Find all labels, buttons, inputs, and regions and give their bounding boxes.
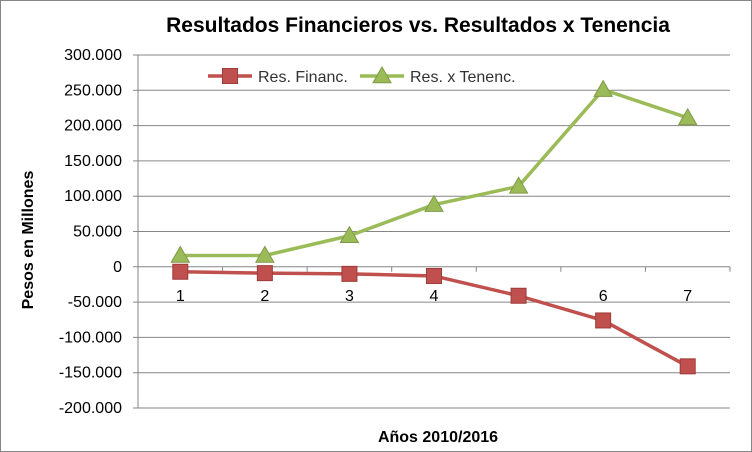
y-tick-label: 250.000 (64, 82, 122, 99)
x-tick-label: 3 (345, 288, 354, 305)
data-point-triangle (254, 245, 275, 263)
data-point-square (426, 267, 442, 284)
x-axis-title: Años 2010/2016 (378, 429, 498, 446)
data-point-triangle (372, 65, 392, 84)
data-point-square (172, 263, 189, 280)
y-tick-label: 200.000 (64, 118, 122, 135)
legend-entry-label: Res. x Tenenc. (410, 69, 516, 86)
y-tick-label: 0 (113, 259, 122, 276)
y-tick-label: -200.000 (59, 400, 122, 417)
data-point-square (679, 358, 696, 375)
y-tick-label: 300.000 (64, 47, 122, 64)
data-point-triangle (508, 176, 529, 194)
series (170, 79, 698, 375)
data-point-square (341, 265, 358, 282)
x-tick-label: 1 (176, 288, 185, 305)
y-tick-label: -100.000 (59, 329, 122, 346)
data-point-square (222, 68, 238, 84)
x-tick-label: 6 (599, 288, 608, 305)
data-point-square (510, 287, 527, 304)
legend-entry-label: Res. Financ. (258, 69, 348, 86)
chart-title: Resultados Financieros vs. Resultados x … (166, 14, 670, 37)
y-axis-ticks: 300.000 250.000 200.000 150.000 100.000 50.00… (59, 47, 122, 417)
y-tick-label: -150.000 (59, 365, 122, 382)
data-point-triangle (677, 107, 698, 126)
y-tick-label: 150.000 (64, 153, 122, 170)
data-point-triangle (339, 225, 360, 243)
data-point-square (595, 312, 612, 329)
data-point-triangle (593, 79, 614, 97)
y-axis-title: Pesos en Millones (20, 171, 37, 310)
data-point-triangle (170, 245, 191, 263)
legend: Res. Financ. Res. x Tenenc. (208, 65, 516, 86)
x-tick-label: 2 (260, 288, 269, 305)
y-tick-label: -50.000 (68, 294, 122, 311)
y-tick-label: 50.000 (73, 224, 122, 241)
axes (137, 55, 731, 408)
y-tick-label: 100.000 (64, 188, 122, 205)
x-tick-label: 7 (683, 288, 692, 305)
data-point-square (256, 265, 273, 282)
data-point-triangle (424, 194, 444, 212)
x-tick-label: 4 (430, 288, 439, 305)
